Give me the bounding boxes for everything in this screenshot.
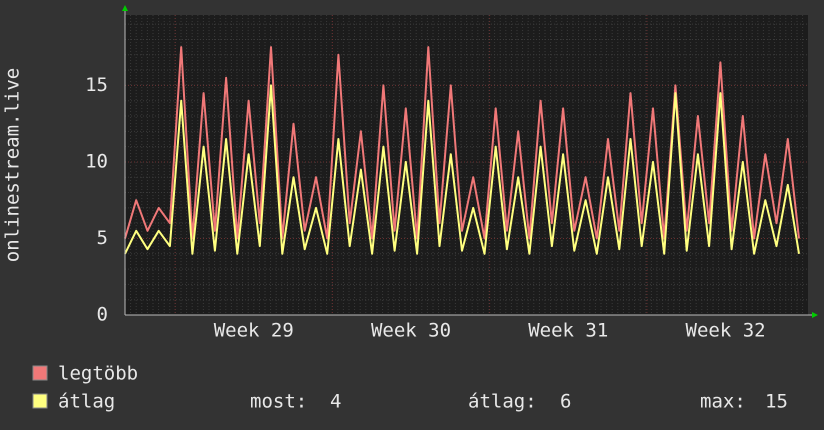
x-tick-label: Week 30 [371,320,451,342]
legend-swatch [32,365,48,381]
stat-value: 6 [560,391,571,413]
legend-label: legtöbb [58,363,138,385]
series-line [124,84,800,255]
y-tick-label: 10 [85,150,108,172]
axis-arrow [812,312,818,318]
y-tick-label: 5 [97,227,108,249]
stat-value: 15 [765,391,788,413]
stat-label: most: [250,391,307,413]
y-tick-label: 0 [97,304,108,326]
stat-label: átlag: [468,391,537,413]
axis-arrow [122,5,128,11]
x-tick-label: Week 32 [686,320,766,342]
legend-label: átlag [58,391,115,413]
stat-label: max: [700,391,746,413]
legend-swatch [32,393,48,409]
x-tick-label: Week 29 [214,320,294,342]
y-tick-label: 15 [85,74,108,96]
x-tick-label: Week 31 [528,320,608,342]
stat-value: 4 [330,391,341,413]
series-line [124,46,800,240]
y-axis-label: onlinestream.live [2,68,24,262]
